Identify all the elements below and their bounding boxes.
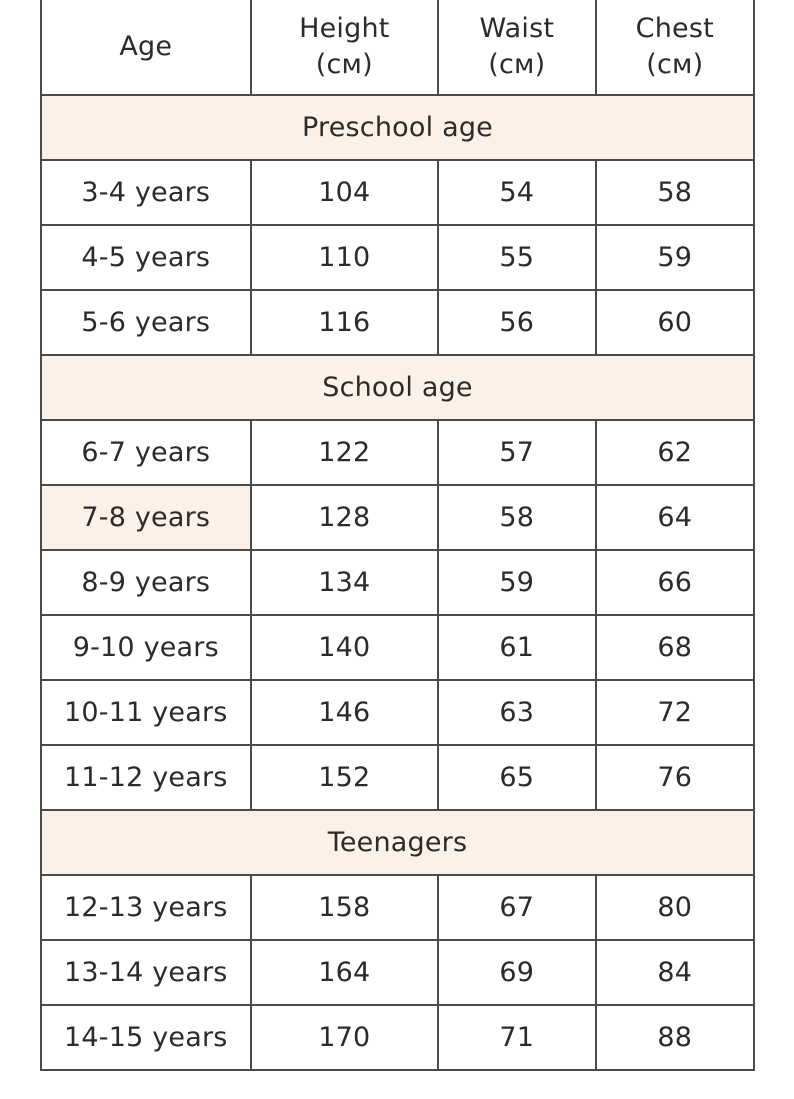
table-row: 13-14 years 164 69 84 bbox=[40, 939, 756, 1006]
cell-waist: 63 bbox=[437, 679, 597, 746]
cell-chest: 66 bbox=[594, 549, 756, 616]
cell-chest: 84 bbox=[594, 939, 756, 1006]
header-age-label: Age bbox=[119, 30, 173, 62]
cell-waist: 65 bbox=[437, 744, 597, 811]
cell-chest: 58 bbox=[594, 159, 756, 226]
cell-waist: 67 bbox=[437, 874, 597, 941]
table-header-row: Age Height (см) Waist (см) Chest (см) bbox=[40, 0, 756, 96]
header-chest: Chest (см) bbox=[594, 0, 756, 96]
section-row-teenagers: Teenagers bbox=[40, 809, 755, 876]
cell-age: 8-9 years bbox=[40, 549, 252, 616]
cell-waist: 69 bbox=[437, 939, 597, 1006]
cell-waist: 57 bbox=[437, 419, 597, 486]
cell-height: 170 bbox=[249, 1004, 440, 1071]
cell-chest: 72 bbox=[594, 679, 756, 746]
cell-age: 12-13 years bbox=[40, 874, 252, 941]
table-row: 11-12 years 152 65 76 bbox=[40, 744, 756, 811]
section-title: Teenagers bbox=[40, 809, 755, 876]
cell-height: 116 bbox=[249, 289, 440, 356]
table-row: 10-11 years 146 63 72 bbox=[40, 679, 756, 746]
cell-age: 5-6 years bbox=[40, 289, 252, 356]
cell-age: 14-15 years bbox=[40, 1004, 252, 1071]
section-title: School age bbox=[40, 354, 755, 421]
cell-chest: 68 bbox=[594, 614, 756, 681]
table-row: 12-13 years 158 67 80 bbox=[40, 874, 756, 941]
cell-chest: 88 bbox=[594, 1004, 756, 1071]
cell-height: 110 bbox=[249, 224, 440, 291]
header-waist: Waist (см) bbox=[437, 0, 597, 96]
cell-age: 11-12 years bbox=[40, 744, 252, 811]
cell-waist: 59 bbox=[437, 549, 597, 616]
cell-height: 164 bbox=[249, 939, 440, 1006]
header-height: Height (см) bbox=[249, 0, 440, 96]
table-row: 14-15 years 170 71 88 bbox=[40, 1004, 756, 1071]
cell-chest: 64 bbox=[594, 484, 756, 551]
table-row: 5-6 years 116 56 60 bbox=[40, 289, 756, 356]
header-waist-unit: (см) bbox=[488, 48, 546, 80]
section-row-preschool: Preschool age bbox=[40, 94, 755, 161]
header-age: Age bbox=[40, 0, 252, 96]
cell-height: 134 bbox=[249, 549, 440, 616]
cell-age-highlighted: 7-8 years bbox=[40, 484, 252, 551]
table-row: 9-10 years 140 61 68 bbox=[40, 614, 756, 681]
cell-waist: 58 bbox=[437, 484, 597, 551]
cell-waist: 61 bbox=[437, 614, 597, 681]
cell-height: 128 bbox=[249, 484, 440, 551]
cell-chest: 59 bbox=[594, 224, 756, 291]
section-title: Preschool age bbox=[40, 94, 755, 161]
cell-age: 6-7 years bbox=[40, 419, 252, 486]
cell-height: 122 bbox=[249, 419, 440, 486]
cell-chest: 62 bbox=[594, 419, 756, 486]
cell-age: 10-11 years bbox=[40, 679, 252, 746]
cell-waist: 55 bbox=[437, 224, 597, 291]
cell-chest: 80 bbox=[594, 874, 756, 941]
table-row: 4-5 years 110 55 59 bbox=[40, 224, 756, 291]
header-height-unit: (см) bbox=[315, 48, 373, 80]
table-row: 3-4 years 104 54 58 bbox=[40, 159, 756, 226]
cell-waist: 56 bbox=[437, 289, 597, 356]
cell-waist: 54 bbox=[437, 159, 597, 226]
cell-height: 146 bbox=[249, 679, 440, 746]
cell-age: 4-5 years bbox=[40, 224, 252, 291]
header-height-label: Height bbox=[299, 12, 390, 44]
cell-age: 13-14 years bbox=[40, 939, 252, 1006]
cell-height: 140 bbox=[249, 614, 440, 681]
cell-height: 104 bbox=[249, 159, 440, 226]
cell-height: 158 bbox=[249, 874, 440, 941]
cell-waist: 71 bbox=[437, 1004, 597, 1071]
cell-chest: 60 bbox=[594, 289, 756, 356]
section-row-school: School age bbox=[40, 354, 755, 421]
header-chest-label: Chest bbox=[635, 12, 714, 44]
header-waist-label: Waist bbox=[479, 12, 555, 44]
table-row: 8-9 years 134 59 66 bbox=[40, 549, 756, 616]
table-row: 6-7 years 122 57 62 bbox=[40, 419, 756, 486]
cell-height: 152 bbox=[249, 744, 440, 811]
header-chest-unit: (см) bbox=[646, 48, 704, 80]
table-row: 7-8 years 128 58 64 bbox=[40, 484, 756, 551]
cell-chest: 76 bbox=[594, 744, 756, 811]
cell-age: 3-4 years bbox=[40, 159, 252, 226]
size-chart-table: Age Height (см) Waist (см) Chest (см) Pr… bbox=[40, 0, 756, 1071]
cell-age: 9-10 years bbox=[40, 614, 252, 681]
